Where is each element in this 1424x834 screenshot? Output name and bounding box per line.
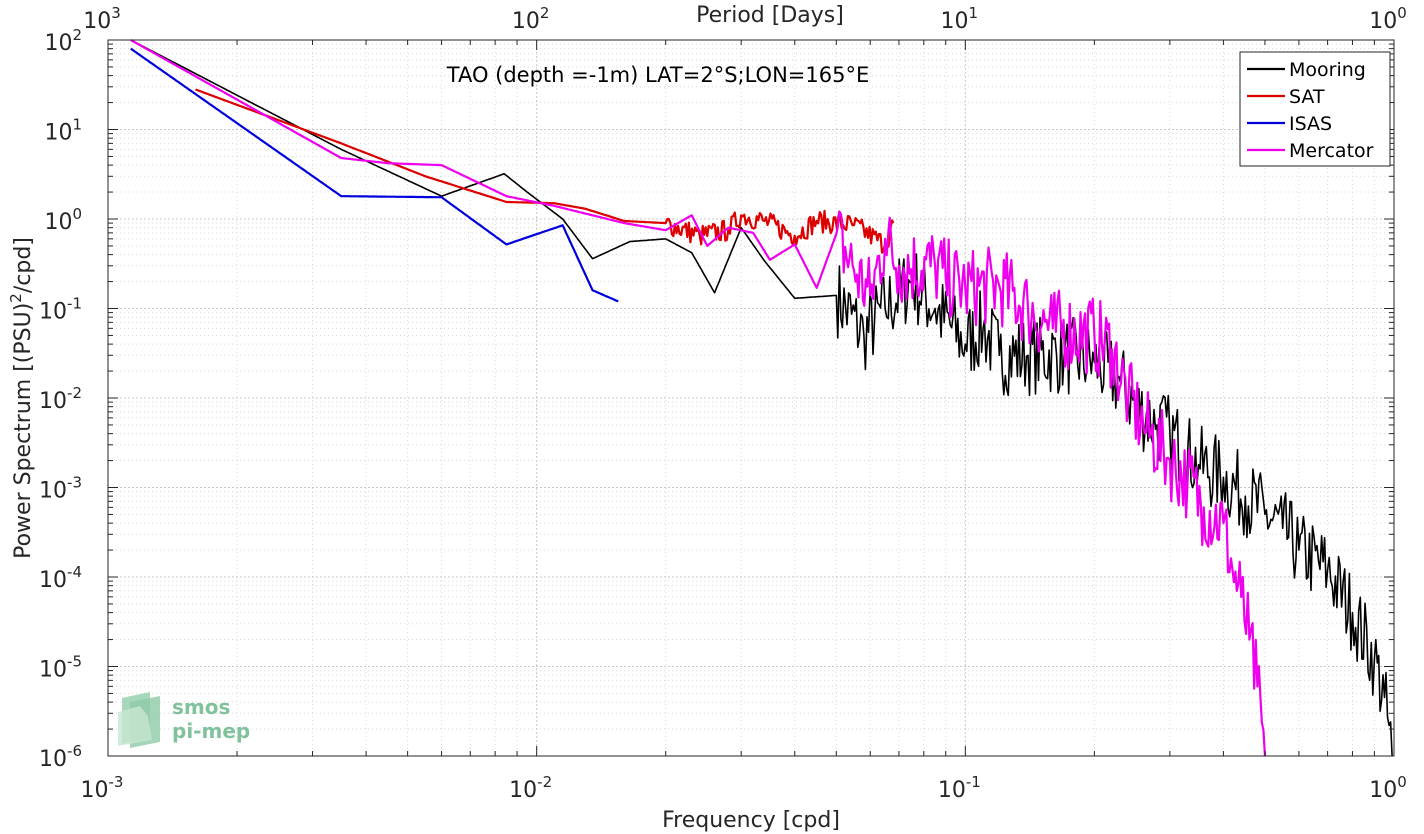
legend-label-isas: ISAS bbox=[1289, 113, 1332, 135]
y-tick-label: 101 bbox=[44, 116, 82, 146]
grid-minor bbox=[108, 40, 1394, 756]
legend-box bbox=[1239, 51, 1391, 167]
x-axis-label: Frequency [cpd] bbox=[662, 808, 840, 833]
y-tick-label: 10-3 bbox=[39, 474, 82, 504]
x2-tick-label: 103 bbox=[83, 4, 121, 34]
y-tick-label: 100 bbox=[44, 205, 82, 235]
x-tick-label: 10-1 bbox=[938, 773, 981, 803]
y-tick-label: 102 bbox=[44, 26, 82, 56]
logo-text-pi-mep: pi-mep bbox=[172, 719, 250, 743]
axis-ticks bbox=[107, 39, 1395, 757]
legend-items: Mooring SAT ISAS Mercator bbox=[1247, 59, 1374, 162]
x2-axis-label: Period [Days] bbox=[696, 3, 844, 28]
logo-text-smos: smos bbox=[172, 695, 230, 719]
chart-title: TAO (depth =-1m) LAT=2°S;LON=165°E bbox=[446, 63, 870, 87]
x2-tick-label: 100 bbox=[1369, 4, 1407, 34]
y-tick-label: 10-6 bbox=[39, 742, 82, 772]
logo-mark-icon bbox=[118, 692, 160, 748]
y-axis-label: Power Spectrum [(PSU)2/cpd] bbox=[7, 237, 36, 559]
legend-label-mooring: Mooring bbox=[1289, 59, 1366, 81]
series-layer bbox=[130, 39, 1393, 757]
legend-label-sat: SAT bbox=[1289, 86, 1325, 108]
y-tick-label: 10-5 bbox=[39, 653, 82, 683]
smos-pi-mep-logo: smos pi-mep bbox=[118, 692, 250, 748]
series-line-isas bbox=[130, 47, 619, 303]
x-tick-label: 10-3 bbox=[81, 773, 124, 803]
y-tick-label: 10-2 bbox=[39, 384, 82, 414]
legend-label-mercator: Mercator bbox=[1289, 140, 1374, 162]
series-line-mercator bbox=[130, 39, 1267, 757]
x2-tick-label: 102 bbox=[512, 4, 550, 34]
x-tick-label: 10-2 bbox=[509, 773, 552, 803]
x2-tick-label: 101 bbox=[941, 4, 979, 34]
y-tick-label: 10-1 bbox=[39, 295, 82, 325]
legend: Mooring SAT ISAS Mercator bbox=[1239, 51, 1391, 167]
y-tick-label: 10-4 bbox=[39, 563, 82, 593]
x-tick-label: 100 bbox=[1369, 773, 1407, 803]
